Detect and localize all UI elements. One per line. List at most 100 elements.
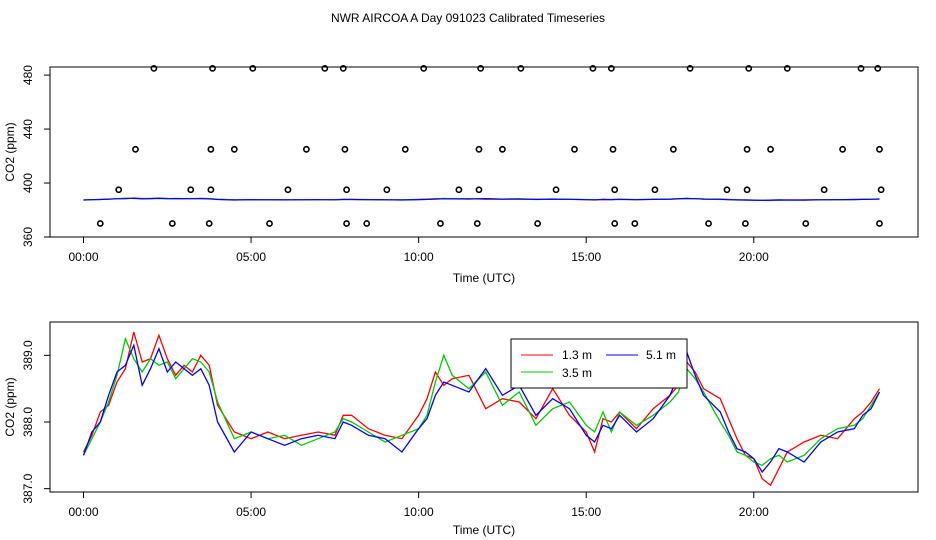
calibration-point-395: [651, 186, 659, 194]
calibration-point-370: [534, 220, 542, 227]
panel2-series-5-1-m: [82, 343, 881, 474]
panel1-x-tick-label: 15:00: [571, 250, 601, 264]
calibration-point-370: [205, 220, 213, 227]
panel2-x-tick-label: 10:00: [404, 505, 434, 519]
panel2-x-tick-label: 20:00: [739, 505, 769, 519]
panel2-series-3-5-m: [82, 336, 881, 467]
calibration-point-395: [284, 186, 292, 194]
calibration-point-370: [876, 220, 883, 227]
calibration-point-425: [207, 145, 215, 153]
panel2-x-tick-label: 00:00: [68, 505, 98, 519]
panel2-plot-area: [82, 331, 881, 487]
panel2-y-tick-label: 389.0: [21, 340, 35, 370]
panel2-y-tick-label: 387.0: [21, 473, 35, 503]
calibration-point-485: [607, 64, 615, 72]
calibration-point-485: [745, 64, 753, 72]
calibration-point-425: [230, 145, 238, 153]
calibration-point-395: [343, 186, 350, 194]
calibration-point-395: [383, 186, 391, 194]
calibration-point-485: [321, 64, 329, 72]
calibration-point-425: [609, 145, 617, 153]
calibration-point-425: [401, 145, 409, 153]
calibration-point-425: [767, 145, 774, 153]
calibration-point-370: [611, 220, 619, 227]
panel2-x-tick-label: 05:00: [236, 505, 266, 519]
calibration-point-395: [552, 186, 560, 194]
panel1-plot-area: [83, 64, 885, 227]
panel1-xlabel: Time (UTC): [453, 271, 515, 285]
calibration-point-395: [723, 186, 731, 194]
calibration-point-370: [473, 220, 481, 227]
panel2-x-tick-label: 15:00: [571, 505, 601, 519]
calibration-point-425: [475, 145, 483, 153]
calibration-point-370: [343, 220, 350, 227]
calibration-point-425: [302, 145, 310, 153]
calibration-point-395: [877, 186, 885, 194]
calibration-point-425: [571, 145, 578, 153]
calibration-point-485: [517, 64, 525, 72]
panel1-x-tick-label: 05:00: [236, 250, 266, 264]
panel1-axes: 00:00 05:00 10:00 15:00 20:00 360 400 440 480: [21, 65, 769, 264]
legend: 1.3 m 5.1 m 3.5 m: [510, 338, 688, 389]
legend-label-1-3m: 1.3 m: [562, 348, 592, 362]
calibration-point-485: [249, 64, 257, 72]
calibration-point-425: [499, 145, 506, 153]
panel1-y-tick-label: 360: [21, 227, 35, 247]
panel-ambient-zoom: 00:00 05:00 10:00 15:00 20:00 387.0 388.0 389.0…: [3, 321, 919, 537]
legend-label-3-5m: 3.5 m: [562, 366, 592, 380]
calibration-point-425: [341, 145, 349, 153]
calibration-point-485: [209, 64, 216, 72]
calibration-point-395: [611, 186, 619, 194]
calibration-point-395: [475, 186, 483, 194]
calibration-point-485: [874, 64, 882, 72]
calibration-point-485: [589, 64, 597, 72]
panel1-x-tick-label: 20:00: [739, 250, 769, 264]
calibration-point-425: [839, 145, 846, 153]
calibration-point-395: [187, 186, 195, 194]
calibration-point-425: [132, 145, 139, 153]
panel2-y-tick-label: 388.0: [21, 407, 35, 437]
calibration-point-395: [115, 186, 123, 194]
calibration-point-485: [686, 64, 694, 72]
panel2-ylabel: CO2 (ppm): [3, 377, 17, 436]
calibration-point-395: [207, 186, 215, 194]
calibration-point-485: [339, 64, 347, 72]
calibration-point-370: [96, 220, 104, 227]
legend-box: [510, 338, 688, 389]
calibration-point-425: [669, 145, 677, 153]
panel2-frame: [49, 321, 919, 493]
panel2-axes: 00:00 05:00 10:00 15:00 20:00 387.0 388.0 389.0: [21, 340, 769, 519]
panel1-x-tick-label: 00:00: [68, 250, 98, 264]
calibration-point-395: [743, 186, 751, 194]
panel1-x-tick-label: 10:00: [404, 250, 434, 264]
calibration-point-370: [437, 220, 444, 227]
panel1-series-5-1-m: [83, 197, 880, 201]
panel2-xlabel: Time (UTC): [453, 523, 515, 537]
panel1-y-tick-label: 440: [21, 119, 35, 139]
panel2-series-1-3-m: [82, 331, 881, 487]
panel1-ylabel: CO2 (ppm): [3, 122, 17, 181]
calibration-point-370: [168, 220, 176, 227]
panel1-y-tick-label: 400: [21, 173, 35, 193]
calibration-point-395: [820, 186, 828, 194]
figure-title: NWR AIRCOA A Day 091023 Calibrated Times…: [331, 11, 605, 25]
calibration-point-370: [705, 220, 712, 227]
calibration-point-370: [266, 220, 273, 227]
calibration-point-370: [363, 220, 371, 227]
calibration-point-370: [802, 220, 810, 227]
legend-label-5-1m: 5.1 m: [646, 348, 676, 362]
calibration-point-485: [857, 64, 865, 72]
calibration-point-425: [743, 145, 751, 153]
panel1-frame: [49, 66, 919, 238]
panel1-y-tick-label: 480: [21, 65, 35, 85]
calibration-point-370: [631, 220, 639, 227]
panel-calibrated-full-range: 00:00 05:00 10:00 15:00 20:00 360 400 440 480 Ti…: [3, 64, 919, 285]
calibration-point-485: [420, 64, 428, 72]
calibration-point-485: [150, 64, 158, 72]
calibration-point-485: [783, 64, 791, 72]
calibration-point-370: [742, 220, 749, 227]
calibration-point-485: [477, 64, 485, 72]
calibration-point-395: [455, 186, 463, 194]
calibration-point-425: [876, 145, 883, 153]
